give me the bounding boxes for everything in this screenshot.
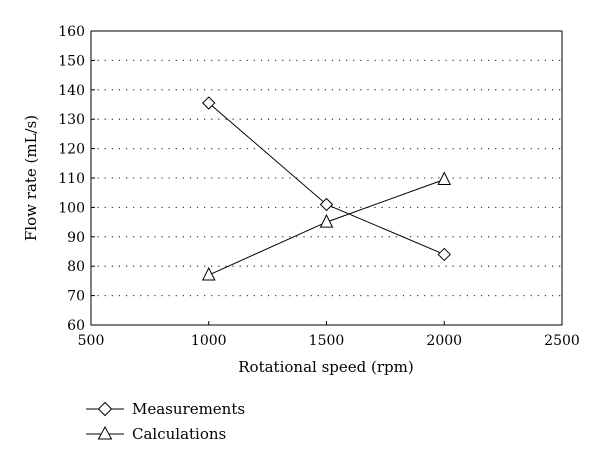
- y-tick-label: 140: [58, 83, 85, 99]
- data-point-measurements: [319, 197, 334, 212]
- y-tick-label: 80: [67, 259, 85, 275]
- y-tick-label: 150: [58, 53, 85, 69]
- diamond-marker-icon: [97, 401, 113, 417]
- triangle-marker-icon: [97, 425, 113, 440]
- y-tick-label: 90: [67, 230, 85, 246]
- y-tick-label: 120: [58, 142, 85, 158]
- legend-label-calculations: Calculations: [132, 425, 226, 443]
- y-tick-label: 160: [58, 24, 85, 40]
- series-line-measurements: [208, 102, 445, 255]
- y-tick-label: 70: [67, 289, 85, 305]
- x-tick-label: 1500: [309, 333, 345, 349]
- legend-label-measurements: Measurements: [132, 400, 245, 418]
- y-axis-ticks: 60 70 80 90 100 110 120 130 140 150 160: [58, 24, 95, 334]
- x-tick-label: 1000: [191, 333, 227, 349]
- y-tick-label: 60: [67, 318, 85, 334]
- x-axis-label: Rotational speed (rpm): [238, 358, 413, 376]
- data-point-calculations: [201, 266, 216, 281]
- data-point-calculations: [437, 171, 452, 185]
- y-tick-label: 110: [58, 171, 85, 187]
- x-tick-label: 2000: [426, 333, 462, 349]
- y-tick-label: 100: [58, 200, 85, 216]
- data-point-measurements: [202, 96, 216, 110]
- grid-lines: [90, 59, 563, 297]
- x-axis-ticks: 500 1000 1500 2000 2500: [78, 321, 580, 349]
- legend-item-calculations: Calculations: [86, 425, 226, 443]
- legend-item-measurements: Measurements: [86, 400, 245, 418]
- data-point-calculations: [319, 213, 334, 228]
- y-axis-label: Flow rate (mL/s): [22, 115, 40, 241]
- legend: Measurements Calculations: [86, 400, 245, 443]
- data-point-measurements: [437, 247, 451, 262]
- y-tick-label: 130: [58, 112, 85, 128]
- series-layer: [201, 96, 452, 281]
- x-tick-label: 500: [78, 333, 105, 349]
- x-tick-label: 2500: [544, 333, 580, 349]
